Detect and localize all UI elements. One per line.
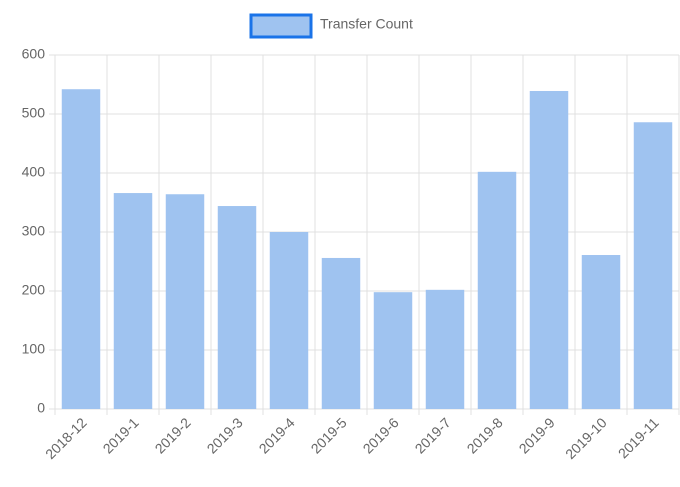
bar xyxy=(581,255,621,409)
x-tick-label: 2019-11 xyxy=(615,414,662,461)
bar xyxy=(165,194,205,409)
x-tick-label: 2019-3 xyxy=(204,414,246,456)
legend-label[interactable]: Transfer Count xyxy=(320,16,413,32)
bar xyxy=(269,232,309,409)
x-tick-label: 2019-4 xyxy=(256,414,298,456)
x-tick-label: 2019-6 xyxy=(360,414,402,456)
legend-swatch[interactable] xyxy=(249,13,313,39)
bar xyxy=(217,206,257,409)
bar xyxy=(529,90,569,410)
x-tick-label: 2019-5 xyxy=(308,414,350,456)
x-tick-label: 2019-7 xyxy=(412,414,454,456)
x-tick-label: 2018-12 xyxy=(42,414,90,462)
y-tick-label: 500 xyxy=(22,105,46,121)
bar xyxy=(113,193,153,409)
x-tick-label: 2019-9 xyxy=(516,414,558,456)
bar xyxy=(321,257,361,409)
x-tick-label: 2019-1 xyxy=(100,414,142,456)
y-tick-label: 0 xyxy=(37,400,45,416)
x-tick-label: 2019-10 xyxy=(562,414,610,462)
y-tick-label: 300 xyxy=(22,223,46,239)
y-tick-label: 600 xyxy=(22,46,46,62)
y-tick-label: 400 xyxy=(22,164,46,180)
bar xyxy=(477,171,517,409)
bar xyxy=(61,89,101,409)
bar xyxy=(633,122,673,409)
y-tick-label: 200 xyxy=(22,282,46,298)
y-tick-label: 100 xyxy=(22,341,46,357)
bar xyxy=(425,289,465,409)
x-tick-label: 2019-8 xyxy=(464,414,506,456)
x-tick-label: 2019-2 xyxy=(152,414,194,456)
bar xyxy=(373,292,413,409)
